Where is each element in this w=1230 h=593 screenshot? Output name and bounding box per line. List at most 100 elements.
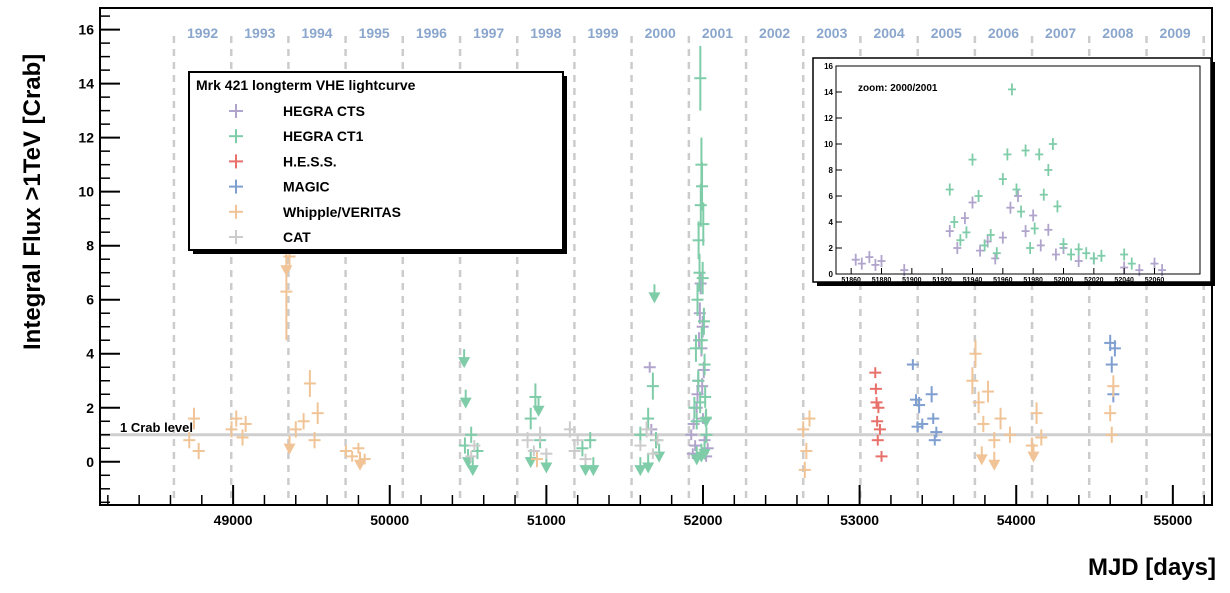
legend-label: MAGIC (283, 179, 330, 195)
data-point (465, 450, 478, 462)
data-point (928, 434, 941, 446)
data-point (646, 448, 659, 460)
legend-label: Whipple/VERITAS (283, 204, 401, 220)
upper-limit (280, 257, 293, 277)
data-point (468, 440, 481, 451)
data-point (685, 429, 698, 441)
data-point (798, 461, 811, 478)
y-tick-label: 16 (78, 22, 94, 38)
data-point (521, 432, 534, 449)
data-point (540, 448, 553, 460)
legend-box (188, 71, 564, 251)
upper-limit (1027, 443, 1040, 463)
inset-point (976, 244, 985, 257)
inset-point (1021, 225, 1030, 238)
legend: Mrk 421 longterm VHE lightcurve HEGRA CT… (188, 71, 567, 254)
year-label: 2003 (816, 25, 847, 41)
inset-point (877, 255, 886, 267)
year-label: 1998 (530, 25, 561, 41)
data-point (700, 426, 713, 443)
inset-point (1014, 190, 1022, 202)
year-label: 2005 (931, 25, 962, 41)
inset-x-tick-label: 51980 (1023, 277, 1043, 284)
inset-x-tick-label: 52060 (1145, 277, 1165, 284)
year-label: 2008 (1102, 25, 1133, 41)
inset-point (1120, 248, 1129, 261)
data-point (1003, 426, 1016, 443)
upper-limit-arrow (700, 416, 713, 428)
inset-point (960, 212, 969, 225)
y-tick-label: 8 (86, 238, 94, 254)
data-point (873, 423, 886, 435)
inset-point (1053, 200, 1062, 213)
data-point (183, 432, 196, 449)
inset-point (1150, 257, 1159, 270)
upper-limit (988, 451, 1001, 471)
x-tick-label: 49000 (214, 512, 253, 528)
y-axis-label: Integral Flux >1TeV [Crab] (19, 54, 46, 350)
inset-point (851, 253, 860, 266)
year-label: 1994 (301, 25, 332, 41)
data-point (352, 442, 365, 454)
inset-point (1007, 83, 1016, 96)
data-point (869, 367, 882, 379)
x-axis-label: MJD [days] (1088, 554, 1216, 581)
y-tick-label: 14 (78, 76, 94, 92)
inset-series-hegra-ct1 (945, 83, 1136, 270)
data-point (988, 432, 1001, 449)
data-point (694, 45, 707, 111)
data-point (187, 407, 200, 430)
data-point (527, 445, 540, 457)
inset-point (1003, 148, 1012, 161)
data-point (871, 415, 884, 427)
upper-limit (458, 349, 471, 369)
data-point (530, 450, 543, 468)
data-point (695, 326, 708, 354)
upper-limit-arrow (280, 265, 293, 277)
x-tick-label: 53000 (840, 512, 879, 528)
data-point (1030, 402, 1043, 424)
data-point (1025, 437, 1038, 454)
data-point (239, 415, 252, 433)
inset-point (945, 183, 954, 196)
data-point (1108, 340, 1121, 357)
legend-item: MAGIC (229, 179, 330, 195)
upper-limit (634, 457, 647, 477)
upper-limit-arrow (579, 465, 592, 477)
data-point (634, 440, 647, 451)
inset-title: zoom: 2000/2001 (858, 83, 938, 94)
inset-point (998, 173, 1007, 186)
data-point (871, 434, 884, 446)
data-point (642, 407, 655, 430)
upper-limit-arrow (975, 454, 988, 466)
inset-point (1029, 209, 1038, 222)
data-point (563, 421, 576, 438)
data-point (465, 426, 478, 443)
inset-y-tick-label: 14 (824, 88, 833, 97)
year-label: 1997 (473, 25, 504, 41)
data-point (579, 453, 592, 465)
y-tick-label: 2 (86, 400, 94, 416)
inset-point (1044, 164, 1053, 176)
data-point (875, 450, 888, 462)
inset-series-hegra-cts (851, 190, 1167, 277)
series-magic (906, 334, 1121, 446)
legend-label: CAT (283, 229, 311, 245)
inset-x-tick-label: 52040 (1114, 277, 1134, 284)
upper-limit-arrow (988, 459, 1001, 471)
upper-limit (459, 389, 472, 409)
upper-limit (466, 457, 479, 477)
inset-point (945, 225, 954, 238)
data-point (297, 413, 310, 430)
legend-item: H.E.S.S. (229, 153, 337, 169)
inset-zoom-chart: 0 2 4 6 8 10 12 14 16 51860 51880 51900 51920 51940 51… (812, 57, 1215, 286)
inset-axes: 0 2 4 6 8 10 12 14 16 51860 51880 51900 51920 51940 51… (824, 62, 1201, 284)
inset-y-tick-label: 8 (829, 166, 834, 175)
data-point (646, 372, 659, 400)
inset-point (1059, 238, 1068, 251)
series-whipple-veritas (183, 242, 1120, 478)
upper-limit-arrow (634, 465, 647, 477)
data-point (691, 283, 704, 316)
data-point (692, 369, 705, 392)
data-point (916, 418, 929, 430)
